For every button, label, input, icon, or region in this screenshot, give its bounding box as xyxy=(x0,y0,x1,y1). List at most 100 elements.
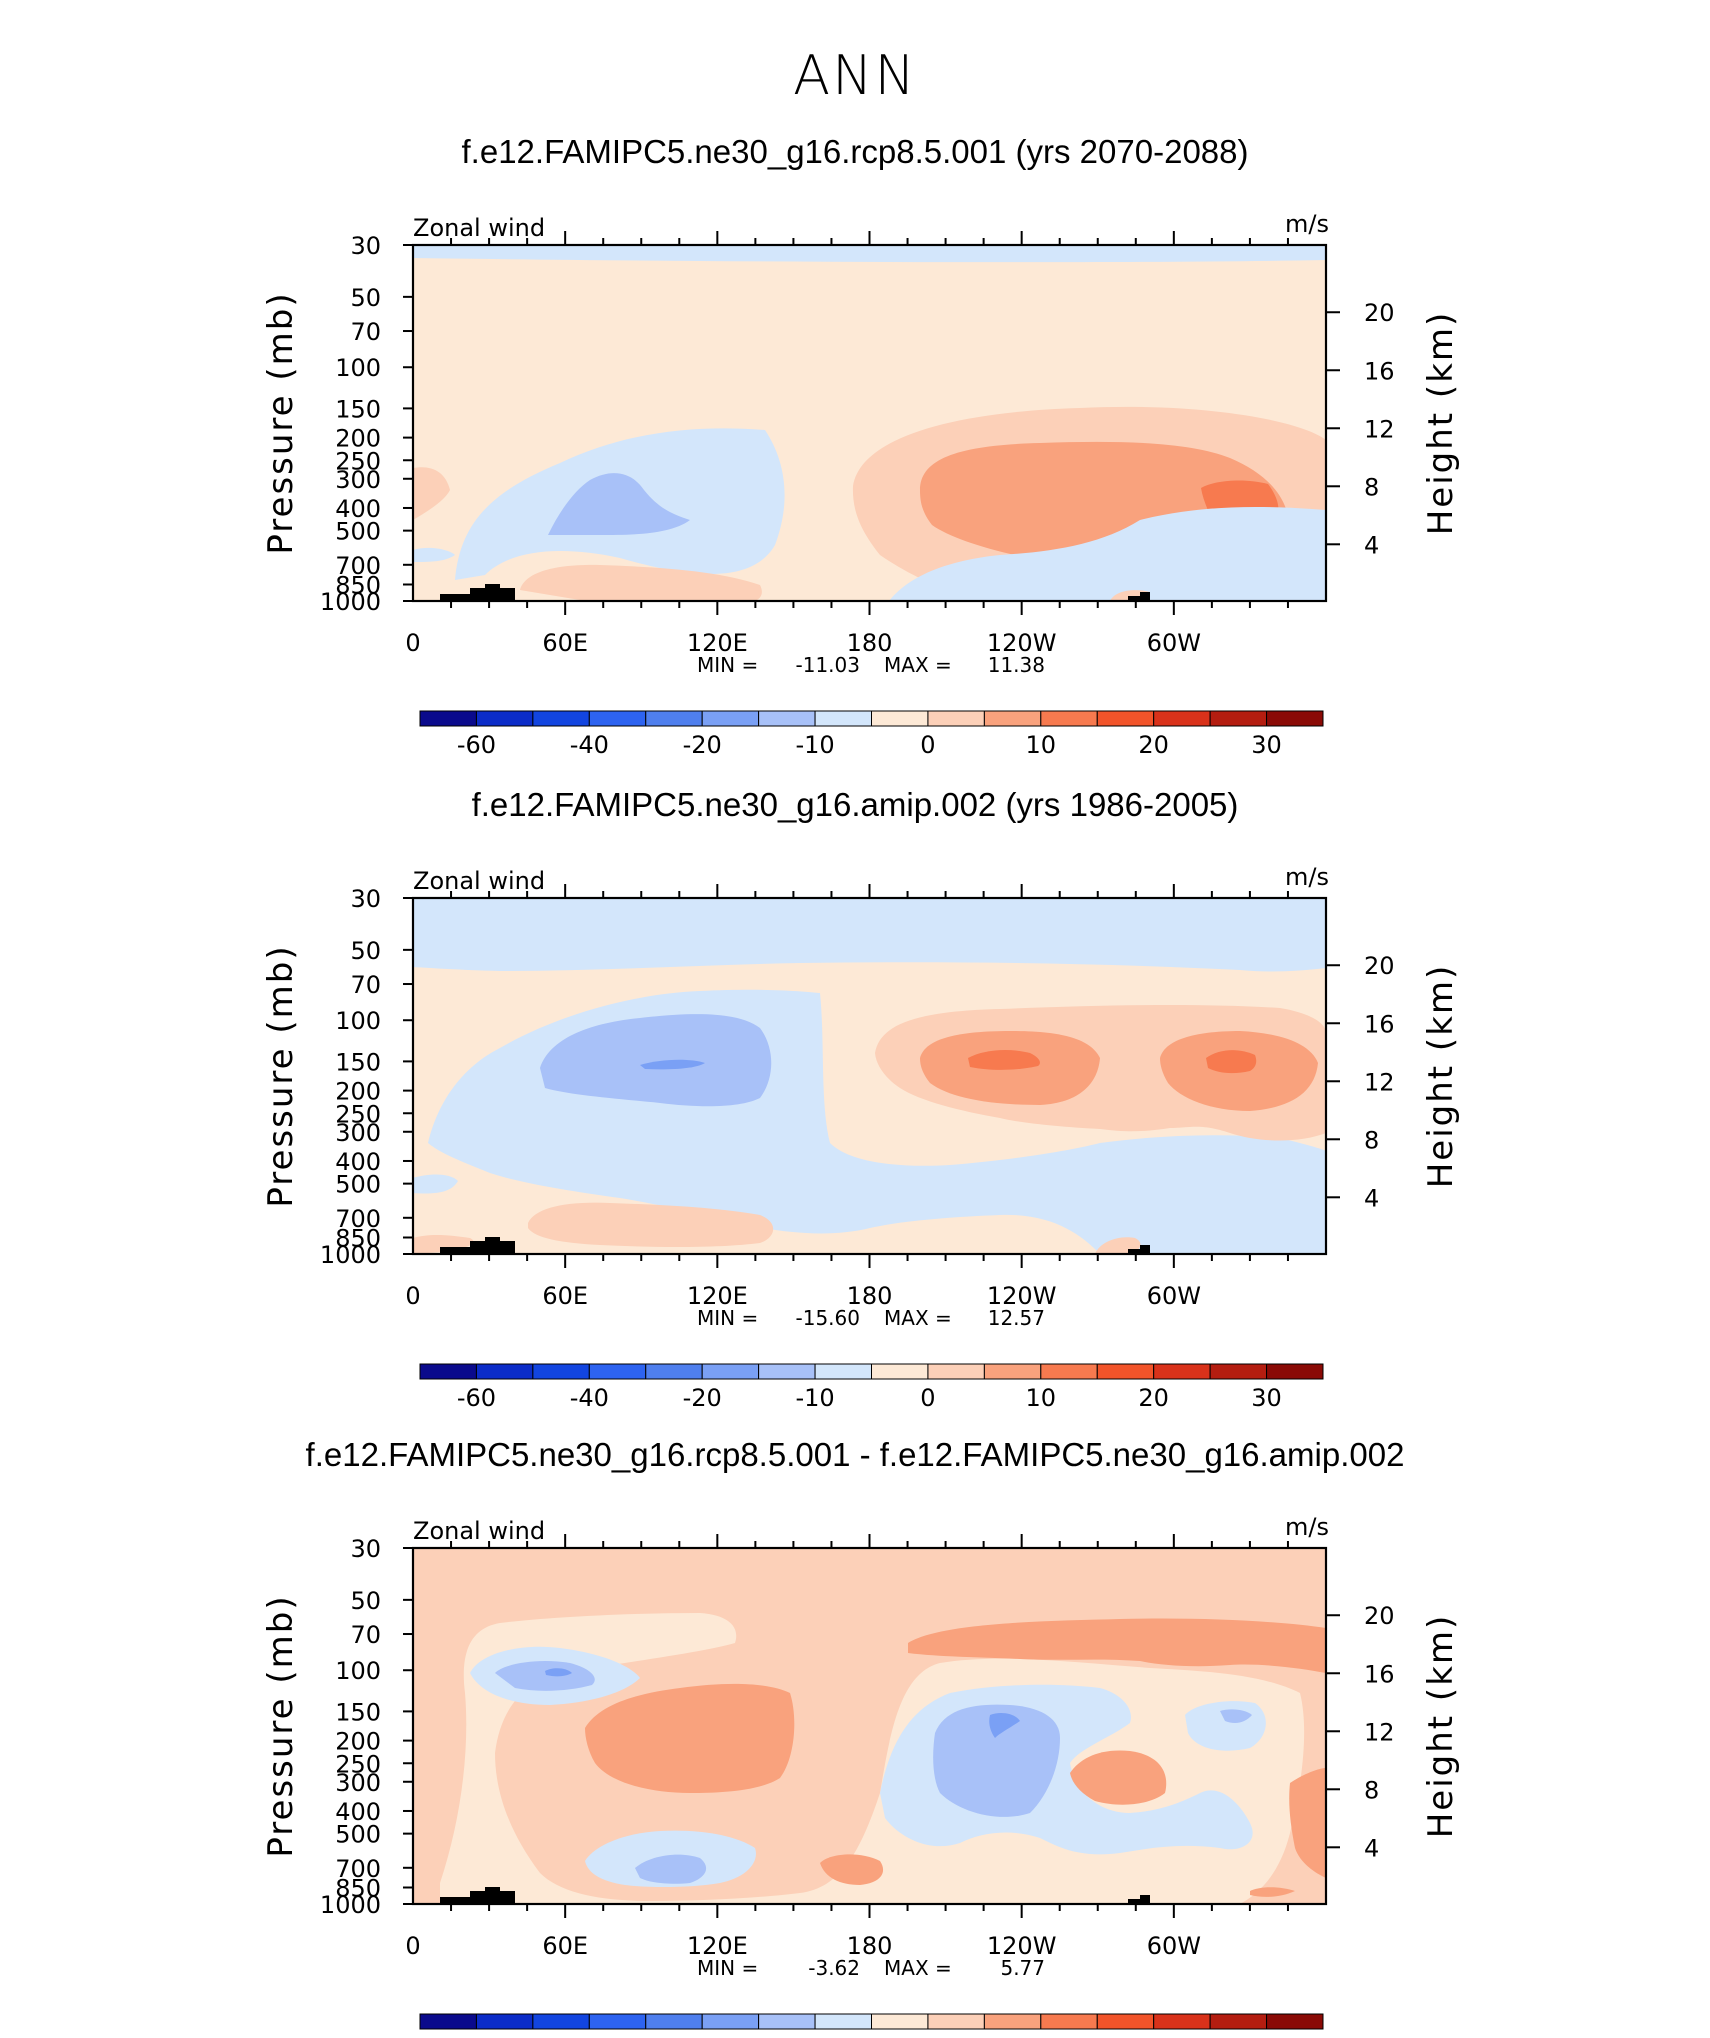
lon-tick-label: 60E xyxy=(542,629,588,657)
pressure-tick-label: 300 xyxy=(335,1119,381,1147)
topography-mask xyxy=(440,1887,1150,1904)
lon-tick-label: 60E xyxy=(542,1282,588,1310)
pressure-tick-label: 50 xyxy=(350,937,381,965)
lon-tick-label: 120W xyxy=(987,1932,1057,1960)
colorbar-label: -12 xyxy=(570,2034,609,2038)
colorbar-label: -9 xyxy=(634,2034,658,2038)
contour-strat-negative xyxy=(413,898,1326,972)
min-label: MIN = xyxy=(697,1306,758,1330)
pressure-tick-label: 400 xyxy=(335,1798,381,1826)
contour-west-edge-lower-neg xyxy=(413,547,455,562)
lon-tick-label: 120E xyxy=(687,1932,748,1960)
colorbar-bin xyxy=(871,1363,929,1380)
pressure-tick-label: 200 xyxy=(335,1078,381,1106)
colorbar-bin xyxy=(814,2013,872,2030)
y-axis-title-left: Pressure (mb) xyxy=(261,291,301,554)
height-tick-label: 4 xyxy=(1364,531,1379,559)
colorbar-bin xyxy=(983,1363,1042,1380)
pressure-tick-label: 500 xyxy=(335,518,381,546)
contour-surface-pos-west xyxy=(413,1234,474,1254)
contour-indian-upper-deep xyxy=(545,1668,572,1677)
lon-tick-label: 60W xyxy=(1147,1932,1201,1960)
min-value: -11.03 xyxy=(796,653,860,677)
max-value: 5.77 xyxy=(1000,1956,1045,1980)
height-tick-label: 16 xyxy=(1364,357,1395,385)
lon-tick-label: 60W xyxy=(1147,629,1201,657)
colorbar-bin xyxy=(1096,710,1155,727)
colorbar-bin xyxy=(1266,1363,1324,1380)
topography-mask xyxy=(440,584,1150,601)
colorbar-label: -18 xyxy=(457,2034,496,2038)
colorbar-label: -20 xyxy=(683,731,722,759)
height-tick-label: 16 xyxy=(1364,1010,1395,1038)
colorbar-bin xyxy=(645,710,703,727)
colorbar-bin xyxy=(1266,2013,1324,2030)
contour-east-pacific-deep xyxy=(989,1713,1020,1738)
lon-tick-label: 60W xyxy=(1147,1282,1201,1310)
height-tick-label: 8 xyxy=(1364,473,1379,501)
colorbar-label: 0 xyxy=(920,731,935,759)
colorbar-bin xyxy=(419,710,477,727)
colorbar-label: 6 xyxy=(1033,2034,1048,2038)
pressure-tick-label: 100 xyxy=(335,1657,381,1685)
min-label: MIN = xyxy=(697,1956,758,1980)
pressure-tick-label: 850 xyxy=(335,1875,381,1903)
pressure-tick-label: 50 xyxy=(350,284,381,312)
colorbar-label: 0 xyxy=(920,1384,935,1412)
colorbar-bin xyxy=(758,710,816,727)
colorbar-bin xyxy=(1096,1363,1155,1380)
max-label: MAX = xyxy=(884,653,952,677)
height-tick-label: 20 xyxy=(1364,952,1395,980)
pressure-tick-label: 70 xyxy=(350,318,381,346)
panel-3-chart: Zonal wind m/s305070100150200250300400500… xyxy=(261,1513,1461,2038)
colorbar-bin xyxy=(814,1363,872,1380)
colorbar-bin xyxy=(1209,2013,1268,2030)
pressure-tick-label: 150 xyxy=(335,1698,381,1726)
colorbar-bin xyxy=(927,2013,985,2030)
pressure-tick-label: 300 xyxy=(335,466,381,494)
lon-tick-label: 120W xyxy=(987,1282,1057,1310)
contour-atlantic-core xyxy=(1206,1050,1257,1074)
contour-lower-positive xyxy=(820,1854,884,1885)
pressure-tick-label: 700 xyxy=(335,1855,381,1883)
colorbar-bin xyxy=(701,2013,760,2030)
max-value: 11.38 xyxy=(988,653,1045,677)
zonal-wind-label: Zonal wind xyxy=(413,214,545,242)
colorbar-label: -10 xyxy=(795,1384,834,1412)
colorbar-bin xyxy=(1153,710,1211,727)
units-label: m/s xyxy=(1285,1513,1329,1541)
height-tick-label: 12 xyxy=(1364,1718,1395,1746)
colorbar-bin xyxy=(532,1363,590,1380)
colorbar-label: 3 xyxy=(977,2034,992,2038)
pressure-tick-label: 1000 xyxy=(320,1891,381,1919)
colorbar-label: 1 xyxy=(920,2034,935,2038)
panel-2-chart: Zonal wind m/s305070100150200250300400500… xyxy=(261,863,1461,1412)
colorbar-label: 10 xyxy=(1026,731,1057,759)
colorbar-bin xyxy=(758,2013,816,2030)
colorbar-bin xyxy=(1209,1363,1268,1380)
zonal-wind-label: Zonal wind xyxy=(413,1517,545,1545)
contour-lower-east-pacific-neg xyxy=(890,507,1326,601)
colorbar-bin xyxy=(1153,2013,1211,2030)
colorbar-bin xyxy=(871,710,929,727)
height-tick-label: 8 xyxy=(1364,1126,1379,1154)
pressure-tick-label: 1000 xyxy=(320,1241,381,1269)
height-tick-label: 20 xyxy=(1364,1602,1395,1630)
contour-field xyxy=(413,898,1326,1254)
colorbar-label: 30 xyxy=(1251,731,1282,759)
pressure-tick-label: 400 xyxy=(335,1148,381,1176)
height-tick-label: 4 xyxy=(1364,1834,1379,1862)
colorbar-label: 12 xyxy=(1138,2034,1169,2038)
colorbar-label: 10 xyxy=(1026,1384,1057,1412)
lon-tick-label: 120W xyxy=(987,629,1057,657)
zonal-wind-label: Zonal wind xyxy=(413,867,545,895)
panel-1-chart: Zonal wind m/s305070100150200250300400500… xyxy=(261,210,1461,759)
colorbar-bin xyxy=(419,2013,477,2030)
colorbar-bin xyxy=(588,2013,647,2030)
colorbar-bin xyxy=(419,1363,477,1380)
colorbar-bin xyxy=(983,710,1042,727)
pressure-tick-label: 30 xyxy=(350,232,381,260)
pressure-tick-label: 70 xyxy=(350,1621,381,1649)
pressure-tick-label: 700 xyxy=(335,1205,381,1233)
contour-west-pacific-deep xyxy=(640,1059,705,1070)
